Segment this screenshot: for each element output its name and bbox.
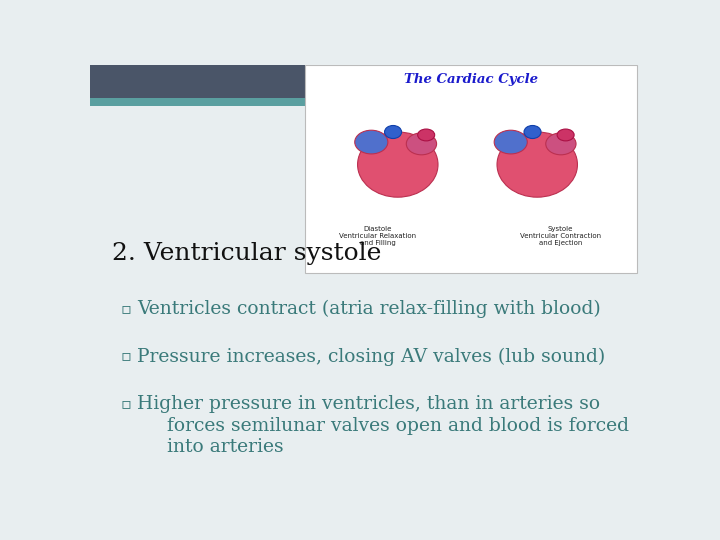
- FancyBboxPatch shape: [90, 65, 648, 481]
- Ellipse shape: [418, 129, 435, 141]
- Text: Diastole
Ventricular Relaxation
and Filling: Diastole Ventricular Relaxation and Fill…: [339, 226, 416, 246]
- FancyBboxPatch shape: [90, 98, 305, 105]
- Text: Pressure increases, closing AV valves (lub sound): Pressure increases, closing AV valves (l…: [138, 348, 606, 366]
- Ellipse shape: [355, 130, 388, 154]
- Text: Higher pressure in ventricles, than in arteries so
     forces semilunar valves : Higher pressure in ventricles, than in a…: [138, 395, 629, 456]
- Ellipse shape: [406, 133, 436, 155]
- Ellipse shape: [384, 125, 402, 139]
- Ellipse shape: [494, 130, 527, 154]
- Text: ▫: ▫: [121, 348, 132, 364]
- Text: The Cardiac Cycle: The Cardiac Cycle: [404, 73, 538, 86]
- Text: Systole
Ventricular Contraction
and Ejection: Systole Ventricular Contraction and Ejec…: [520, 226, 601, 246]
- Text: ▫: ▫: [121, 395, 132, 413]
- Ellipse shape: [546, 133, 576, 155]
- Ellipse shape: [497, 132, 577, 197]
- FancyBboxPatch shape: [90, 65, 305, 98]
- Ellipse shape: [524, 125, 541, 139]
- Ellipse shape: [358, 132, 438, 197]
- Text: Ventricles contract (atria relax-filling with blood): Ventricles contract (atria relax-filling…: [138, 300, 601, 318]
- Text: ▫: ▫: [121, 300, 132, 317]
- Ellipse shape: [557, 129, 574, 141]
- FancyBboxPatch shape: [305, 65, 637, 273]
- Text: 2. Ventricular systole: 2. Ventricular systole: [112, 242, 382, 266]
